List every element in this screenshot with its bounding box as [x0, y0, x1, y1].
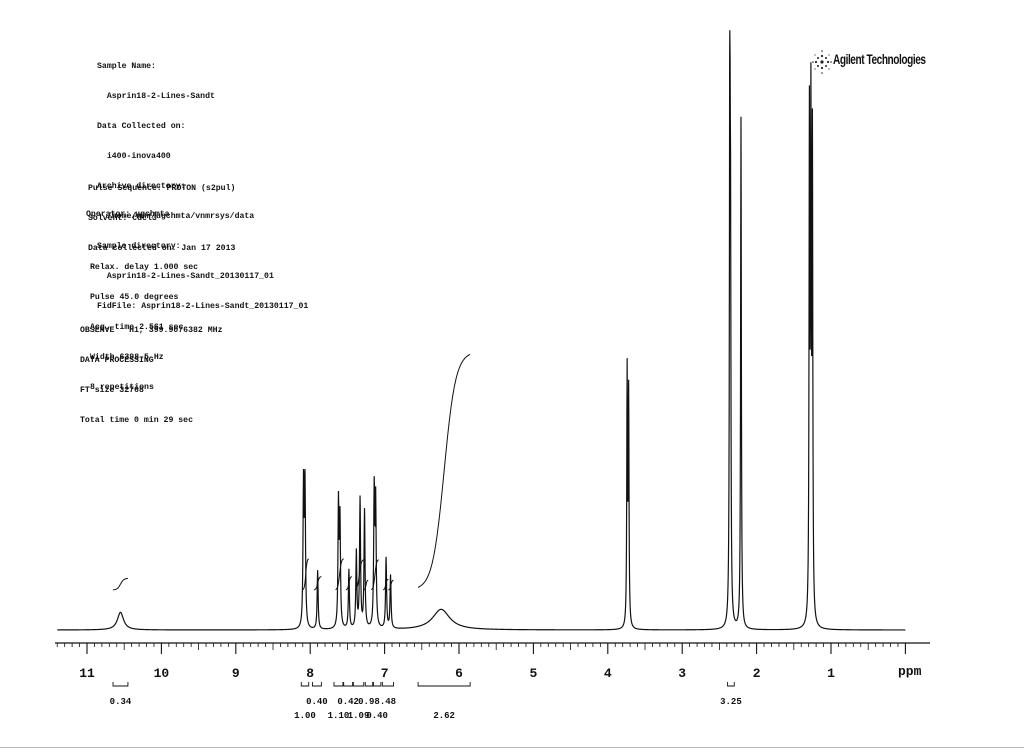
agilent-logo: Agilent Technologies: [812, 42, 926, 82]
integral-label-group: 0.341.000.401.100.421.090.980.40.482.623…: [110, 682, 742, 721]
integral-trace: [345, 576, 352, 591]
acq-line: Pulse Sequence: PROTON (s2pul): [88, 184, 236, 193]
param-line: Relax. delay 1.000 sec: [90, 263, 199, 272]
integral-bracket: [333, 682, 344, 687]
proc-line: OBSERVE H1, 399.9076382 MHz: [80, 326, 223, 335]
sample-info-block: Sample Name: Asprin18-2-Lines-Sandt Data…: [97, 42, 308, 332]
param-line: Pulse 45.0 degrees: [90, 293, 179, 302]
integral-trace: [363, 579, 369, 591]
tick-label: 5: [529, 666, 537, 681]
header-line: Asprin18-2-Lines-Sandt: [97, 92, 215, 101]
agilent-spark-icon: [812, 50, 832, 74]
spectrum-trace: [57, 30, 906, 631]
integral-value: .48: [380, 697, 396, 707]
integral-value: 1.10: [328, 711, 350, 721]
page-edge-rule: [0, 747, 1024, 748]
integral-value: 0.40: [366, 711, 388, 721]
integral-bracket: [300, 682, 310, 687]
integral-trace: [335, 558, 344, 591]
integral-bracket: [417, 682, 471, 687]
header-line: Archive directory:: [97, 182, 186, 191]
tick-label: 4: [604, 666, 612, 681]
integral-value: 0.40: [306, 697, 328, 707]
tick-label: 11: [79, 666, 95, 681]
proc-line: FT size 32768: [80, 386, 144, 395]
integral-value: 2.62: [433, 711, 455, 721]
tick-label: 9: [232, 666, 240, 681]
integral-value: 1.00: [294, 711, 316, 721]
header-line: Sample directory:: [97, 242, 181, 251]
integral-bracket: [727, 682, 735, 687]
acquisition-info-block: Pulse Sequence: PROTON (s2pul) Solvent: …: [88, 164, 235, 274]
integral-value: 0.42: [337, 697, 359, 707]
integral-bracket: [364, 682, 374, 687]
param-line: Acq. time 2.561 sec: [90, 323, 184, 332]
processing-block: OBSERVE H1, 399.9076382 MHz DATA PROCESS…: [80, 306, 223, 446]
integral-trace: [388, 579, 394, 591]
tick-label: 10: [154, 666, 170, 681]
parameter-block: Relax. delay 1.000 sec Pulse 45.0 degree…: [90, 243, 198, 413]
integral-bracket: [343, 682, 354, 687]
integral-trace: [113, 577, 128, 591]
acq-line: Data collected on: Jan 17 2013: [88, 244, 236, 253]
tick-label: 8: [306, 666, 314, 681]
axis-label-ppm: ppm: [898, 664, 922, 679]
integral-trace: [313, 576, 322, 591]
tick-label: 7: [381, 666, 389, 681]
tick-label: 3: [678, 666, 686, 681]
operator-line: Operator: ugchmta: [86, 210, 170, 219]
integral-value: 1.09: [348, 711, 370, 721]
header-line: Asprin18-2-Lines-Sandt_20130117_01: [97, 272, 274, 281]
header-line: Sample Name:: [97, 62, 156, 71]
tick-label: 1: [827, 666, 835, 681]
header-line: /home/nmr/ugchmta/vnmrsys/data: [97, 212, 255, 221]
param-line: 8 repetitions: [90, 383, 154, 392]
param-line: Width 6398.5 Hz: [90, 353, 164, 362]
integral-bracket: [352, 682, 365, 687]
integral-value: 0.34: [110, 697, 132, 707]
header-line: FidFile: Asprin18-2-Lines-Sandt_20130117…: [97, 302, 309, 311]
integral-trace: [371, 559, 379, 591]
proc-line: Total time 0 min 29 sec: [80, 416, 194, 425]
header-line: Data Collected on:: [97, 122, 186, 131]
integral-trace: [417, 353, 471, 588]
acq-line: Solvent: cdcl3: [88, 214, 157, 223]
integral-bracket: [372, 682, 382, 687]
integral-bracket: [112, 682, 129, 687]
integral-trace-group: [113, 353, 471, 591]
logo-text: Agilent Technologies: [833, 51, 926, 67]
tick-label: 2: [753, 666, 761, 681]
spectrum-trace-group: [57, 30, 906, 631]
integral-value: 3.25: [720, 697, 742, 707]
header-line: i400-inova400: [97, 152, 171, 161]
tick-label: 6: [455, 666, 463, 681]
integral-trace: [354, 559, 364, 591]
integral-value: 0.98: [358, 697, 380, 707]
integral-trace: [383, 578, 389, 591]
proc-line: DATA PROCESSING: [80, 356, 154, 365]
integral-bracket: [381, 682, 394, 687]
integral-bracket: [311, 682, 322, 687]
ppm-axis: 11 10 9 8 7 6 5 4 3 2 1 ppm: [55, 642, 930, 681]
integral-trace: [302, 558, 309, 591]
